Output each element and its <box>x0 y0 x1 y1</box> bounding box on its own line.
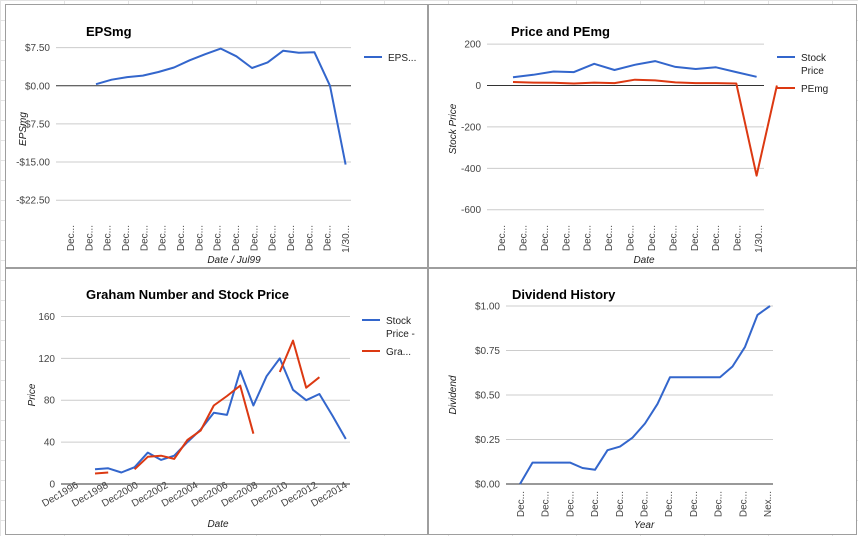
x-tick-label: Dec... <box>640 491 651 517</box>
y-tick-label: 40 <box>44 438 56 449</box>
series-line-1 <box>95 47 347 165</box>
x-tick-label: Dec... <box>139 225 150 251</box>
x-tick-label: Dec... <box>668 225 679 251</box>
chart-title: EPSmg <box>86 24 132 39</box>
y-axis-label: Stock Price <box>448 103 459 154</box>
x-tick-label: Dec... <box>664 491 675 517</box>
x-axis-label: Year <box>634 520 655 531</box>
x-tick-label: Dec... <box>497 225 508 251</box>
x-tick-label: Dec... <box>733 225 744 251</box>
y-tick-label: -200 <box>461 122 481 133</box>
y-axis-label: Price <box>27 383 38 406</box>
series-line-2 <box>512 78 778 177</box>
x-tick-label: Dec... <box>626 225 637 251</box>
chart-title: Dividend History <box>512 287 616 302</box>
chart-title: Price and PEmg <box>511 24 610 39</box>
x-tick-label: Dec... <box>565 491 576 517</box>
x-tick-label: Dec... <box>231 225 242 251</box>
x-tick-label: Dec... <box>121 225 132 251</box>
x-tick-label: Dec... <box>323 225 334 251</box>
x-tick-label: Dec... <box>583 225 594 251</box>
series-line-1 <box>94 357 347 474</box>
price-pe-chart-panel: Price and PEmg 200 0 -200 -400 -600 Dec... Dec.… <box>428 4 857 268</box>
y-axis-label: EPSmg <box>18 112 29 146</box>
graham-chart-panel: Graham Number and Stock Price 0 40 80 120 160… <box>5 268 428 535</box>
x-tick-label: Dec... <box>541 491 552 517</box>
x-tick-label: Dec... <box>518 225 529 251</box>
series-line-2 <box>133 384 255 471</box>
x-tick-label: Dec... <box>66 225 77 251</box>
y-tick-label: 160 <box>38 312 55 323</box>
legend-label-1: Stock Price <box>801 53 827 77</box>
y-tick-label: $0.00 <box>475 480 500 491</box>
y-tick-label: -$22.50 <box>16 196 50 207</box>
x-tick-label: Dec... <box>711 225 722 251</box>
y-axis-label: Dividend <box>448 375 459 414</box>
y-tick-label: -400 <box>461 164 481 175</box>
y-tick-label: 120 <box>38 354 55 365</box>
x-tick-label: Dec... <box>304 225 315 251</box>
series-line-1 <box>519 305 771 485</box>
x-tick-label: Dec... <box>738 491 749 517</box>
dividend-chart-panel: Dividend History $0.00 $0.25 $0.50 $0.75 $1.0… <box>428 268 857 535</box>
eps-chart-panel: EPSmg $7.50 $0.00 -$7.50 -$15.00 -$22.50 Dec..… <box>5 4 428 268</box>
y-tick-label: $0.25 <box>475 435 500 446</box>
y-tick-label: 80 <box>44 396 56 407</box>
legend-label-2: Gra... <box>386 347 411 358</box>
x-axis-label: Date <box>633 255 655 266</box>
x-axis-label: Date <box>207 519 229 530</box>
x-tick-label: Dec... <box>689 491 700 517</box>
x-tick-label: Dec... <box>590 491 601 517</box>
legend-label-2: PEmg <box>801 84 828 95</box>
y-tick-label: -$15.00 <box>16 158 50 169</box>
y-tick-label: 0 <box>475 81 481 92</box>
x-tick-label: Dec... <box>176 225 187 251</box>
x-tick-label: Dec... <box>103 225 114 251</box>
x-tick-label: Dec... <box>604 225 615 251</box>
dividend-chart: Dividend History $0.00 $0.25 $0.50 $0.75 $1.0… <box>448 287 774 531</box>
y-tick-label: 200 <box>464 40 481 51</box>
x-tick-label: Dec... <box>213 225 224 251</box>
y-tick-label: $0.00 <box>25 81 50 92</box>
x-tick-label: Dec... <box>647 225 658 251</box>
y-tick-label: -$7.50 <box>22 119 51 130</box>
x-tick-label: Dec... <box>249 225 260 251</box>
x-tick-label: Dec... <box>194 225 205 251</box>
price-pe-chart: Price and PEmg 200 0 -200 -400 -600 Dec... Dec.… <box>448 24 828 266</box>
x-tick-label: Dec... <box>158 225 169 251</box>
x-axis-label: Date / Jul99 <box>207 255 261 266</box>
eps-chart: EPSmg $7.50 $0.00 -$7.50 -$15.00 -$22.50 Dec..… <box>16 24 416 266</box>
x-tick-label: 1/30... <box>341 225 352 253</box>
x-tick-label: Nex... <box>763 491 774 517</box>
x-tick-label: Dec... <box>286 225 297 251</box>
x-tick-label: Dec... <box>268 225 279 251</box>
series-line-1 <box>512 60 757 79</box>
y-tick-label: $7.50 <box>25 43 50 54</box>
legend-label-1: Stock Price - <box>386 316 415 340</box>
legend-label-1: EPS... <box>388 53 416 64</box>
x-tick-label: Dec... <box>714 491 725 517</box>
x-tick-label: Dec... <box>690 225 701 251</box>
chart-title: Graham Number and Stock Price <box>86 287 289 302</box>
x-tick-label: Dec... <box>84 225 95 251</box>
series-line-2 <box>278 339 321 389</box>
y-tick-label: $0.50 <box>475 391 500 402</box>
y-tick-label: $1.00 <box>475 302 500 313</box>
x-tick-label: Dec... <box>516 491 527 517</box>
x-tick-label: Dec... <box>561 225 572 251</box>
series-line-2 <box>94 471 109 475</box>
x-tick-label: Dec... <box>540 225 551 251</box>
y-tick-label: $0.75 <box>475 346 500 357</box>
graham-chart: Graham Number and Stock Price 0 40 80 120 160… <box>27 287 415 530</box>
x-tick-label: 1/30... <box>754 225 765 253</box>
y-tick-label: 0 <box>49 480 55 491</box>
x-tick-label: Dec... <box>615 491 626 517</box>
y-tick-label: -600 <box>461 205 481 216</box>
